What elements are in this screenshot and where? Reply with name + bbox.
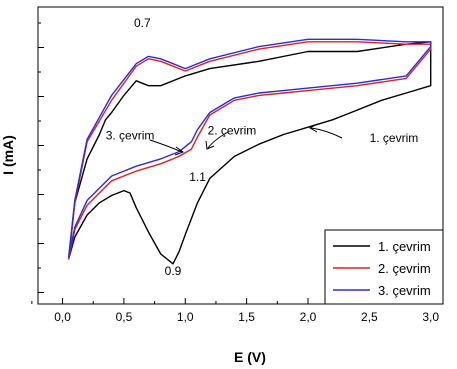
annotation-label: 1.1 [189, 170, 206, 184]
x-tick-label: 0,0 [54, 310, 71, 324]
series-lines [68, 38, 432, 265]
annotation-arrow-2-cevrim [207, 131, 229, 149]
x-tick-label: 0,5 [116, 310, 133, 324]
x-tick-label: 1,0 [177, 310, 194, 324]
plot-frame [37, 6, 444, 305]
y-axis-ticks [38, 22, 44, 293]
x-axis-title: E (V) [234, 349, 266, 365]
annotation-label: 3. çevrim [106, 128, 155, 142]
legend-label-2: 2. çevrim [378, 261, 431, 276]
annotation-arrow-2-cevrim-head [205, 140, 215, 150]
annotation-arrow-3-cevrim-head [174, 146, 185, 156]
annotation-label: 2. çevrim [208, 123, 257, 137]
annotation-arrow-1-cevrim-head [308, 123, 318, 133]
legend-label-3: 3. çevrim [378, 283, 431, 298]
x-tick-label: 2,5 [361, 310, 378, 324]
annotation-arrow-3-cevrim [149, 139, 183, 153]
series-line-3 [68, 38, 432, 258]
series-line-1 [68, 41, 432, 265]
x-tick-label: 3,0 [422, 310, 439, 324]
annotation-label: 1. çevrim [370, 131, 419, 145]
x-axis-tick-labels: 0,0 0,5 1,0 1,5 2,0 2,5 3,0 [54, 310, 439, 324]
annotations: 0.7 0.9 1.1 3. çevrim 2. çevrim 1. çevrim [106, 16, 419, 278]
annotation-label: 0.9 [165, 264, 182, 278]
series-line-2 [68, 41, 432, 260]
x-tick-label: 2,0 [300, 310, 317, 324]
x-tick-label: 1,5 [238, 310, 255, 324]
legend-label-1: 1. çevrim [378, 239, 431, 254]
y-axis-title: I (mA) [0, 135, 16, 175]
annotation-label: 0.7 [134, 16, 151, 30]
legend-box [324, 229, 444, 305]
legend: 1. çevrim 2. çevrim 3. çevrim [324, 229, 444, 305]
annotation-arrow-1-cevrim [310, 127, 343, 139]
